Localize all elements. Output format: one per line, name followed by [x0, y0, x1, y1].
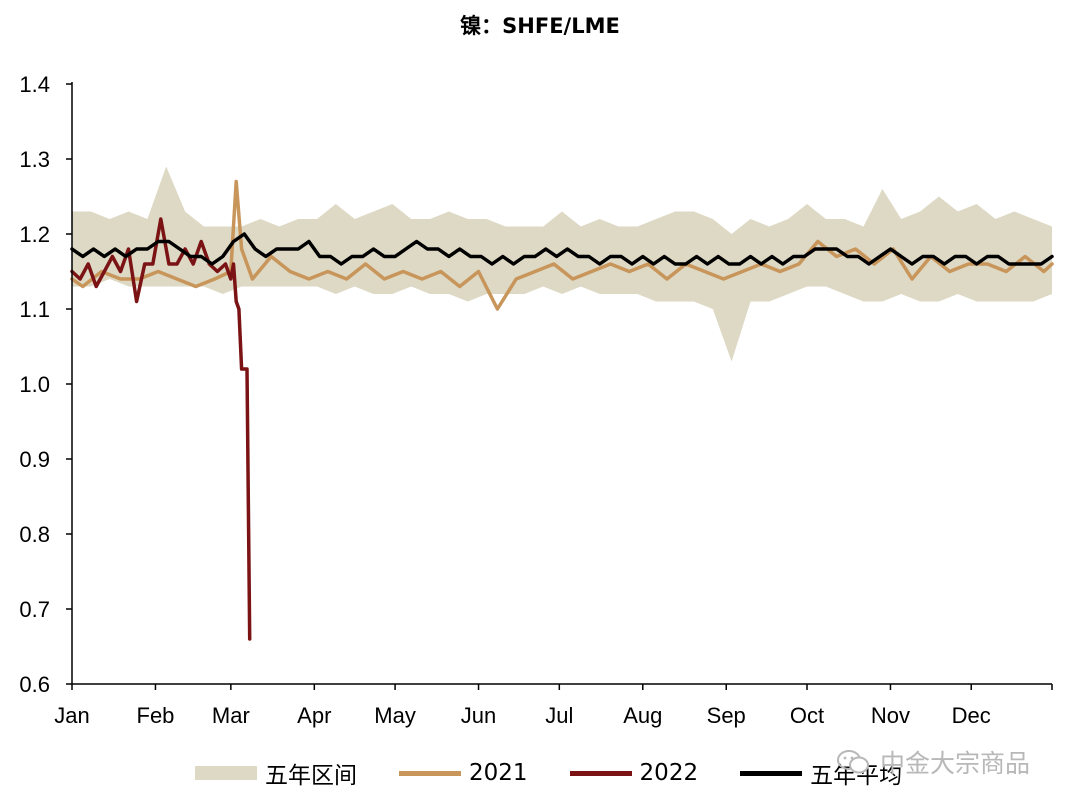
- watermark-text: 中金大宗商品: [880, 749, 1031, 778]
- legend-item-2022: 2022: [569, 760, 699, 786]
- y-tick-label: 1.4: [19, 72, 50, 97]
- y-tick-label: 1.0: [19, 372, 50, 397]
- x-tick-label: May: [374, 703, 416, 728]
- x-tick-label: Jul: [545, 703, 573, 728]
- y-tick-label: 0.8: [19, 522, 50, 547]
- y-tick-label: 1.1: [19, 297, 50, 322]
- x-tick-label: Jan: [54, 703, 89, 728]
- y-tick-label: 1.2: [19, 222, 50, 247]
- legend-swatch-range: [195, 766, 257, 780]
- series-line-3: [70, 232, 1054, 266]
- legend-label-2022: 2022: [639, 760, 699, 786]
- legend-swatch-2022: [569, 770, 632, 776]
- x-tick-label: Apr: [297, 703, 331, 728]
- series-line-2: [70, 217, 252, 641]
- legend-swatch-average: [740, 770, 803, 776]
- legend: 五年区间 2021 2022 五年平均: [195, 756, 944, 790]
- axes: 0.6 0.7 0.8 0.9 1.0 1.1 1.2 1.3 1.4 Jan Feb Mar Apr M…: [19, 72, 1053, 728]
- x-tick-label: Mar: [212, 703, 250, 728]
- x-tick-label: Oct: [790, 703, 824, 728]
- x-tick-label: Aug: [623, 703, 662, 728]
- band-layer: [72, 166, 1052, 362]
- series-line-1: [70, 179, 1054, 311]
- x-tick-label: Dec: [952, 703, 991, 728]
- series-lines: [70, 179, 1054, 641]
- y-tick-label: 0.9: [19, 447, 50, 472]
- wechat-icon: [837, 750, 869, 774]
- legend-item-range: 五年区间: [195, 756, 357, 790]
- y-tick-label: 0.7: [19, 597, 50, 622]
- legend-label-range: 五年区间: [265, 763, 357, 789]
- legend-item-2021: 2021: [399, 760, 528, 786]
- series-band-range: [72, 166, 1052, 362]
- y-tick-label: 1.3: [19, 147, 50, 172]
- chart-title: 镍：SHFE/LME: [460, 14, 620, 38]
- legend-swatch-2021: [399, 770, 461, 776]
- y-tick-label: 0.6: [19, 672, 50, 697]
- x-tick-label: Nov: [871, 703, 910, 728]
- x-tick-label: Sep: [707, 703, 746, 728]
- x-tick-label: Feb: [137, 703, 175, 728]
- x-tick-label: Jun: [461, 703, 496, 728]
- watermark: 中金大宗商品: [836, 744, 1030, 780]
- legend-label-2021: 2021: [469, 760, 528, 786]
